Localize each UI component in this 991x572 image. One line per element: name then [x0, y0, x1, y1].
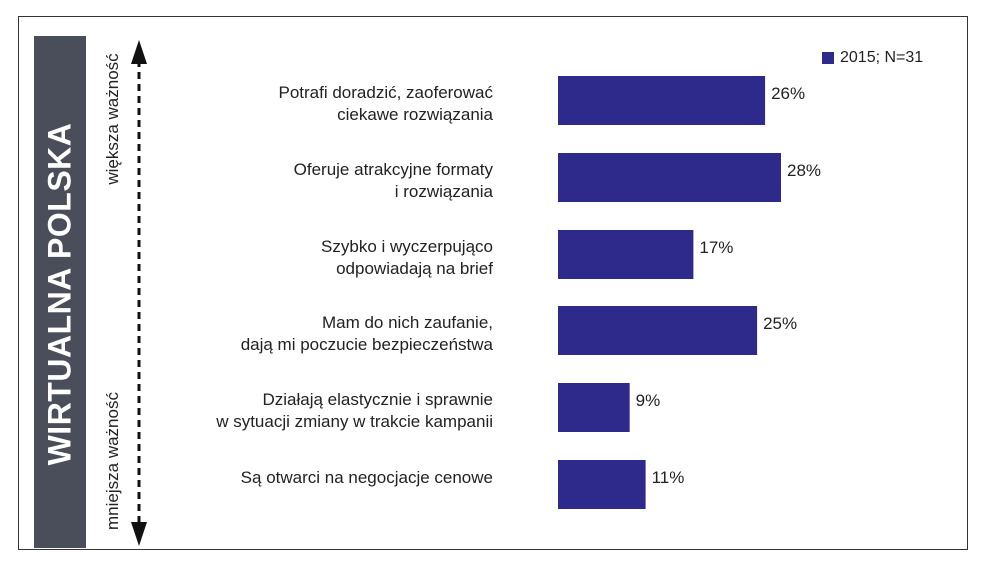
category-label-line: Są otwarci na negocjacje cenowe	[241, 468, 493, 487]
legend: 2015; N=31	[822, 49, 923, 67]
bar-value-label: 25%	[763, 314, 797, 333]
category-label-line: Działają elastycznie i sprawnie	[262, 390, 493, 409]
bar	[558, 306, 758, 355]
category-label: Działają elastycznie i sprawnie w sytuacj…	[215, 390, 493, 431]
category-label-line: w sytuacji zmiany w trakcie kampanii	[215, 412, 493, 431]
arrow-up-icon	[131, 40, 147, 64]
bar-value-label: 17%	[699, 238, 733, 257]
importance-axis-arrow	[131, 40, 147, 546]
bar	[558, 383, 630, 432]
legend-label: 2015; N=31	[840, 49, 924, 66]
category-label-line: dają mi poczucie bezpieczeństwa	[241, 335, 494, 354]
bar-value-label: 26%	[771, 84, 805, 103]
chart-frame	[18, 16, 968, 550]
category-label-line: i rozwiązania	[395, 182, 494, 201]
arrow-down-icon	[131, 522, 147, 546]
category-label-line: Oferuje atrakcyjne formaty	[294, 160, 494, 179]
bar-value-label: 11%	[652, 468, 685, 487]
category-label: Oferuje atrakcyjne formaty i rozwiązania	[294, 160, 494, 201]
category-label-line: ciekawe rozwiązania	[337, 105, 493, 124]
bar-value-label: 9%	[636, 391, 661, 410]
legend-swatch	[822, 52, 834, 64]
bar	[558, 76, 766, 125]
bar	[558, 230, 694, 279]
bar	[558, 460, 646, 509]
category-label: Potrafi doradzić, zaoferować ciekawe rozw…	[279, 83, 494, 124]
bar-value-label: 28%	[787, 161, 821, 180]
category-label: Szybko i wyczerpująco odpowiadają na brie…	[321, 237, 493, 278]
category-label-line: Mam do nich zaufanie,	[322, 313, 493, 332]
category-label-line: Szybko i wyczerpująco	[321, 237, 493, 256]
category-label-line: Potrafi doradzić, zaoferować	[279, 83, 494, 102]
side-panel	[34, 36, 86, 548]
bar	[558, 153, 781, 202]
category-label-line: odpowiadają na brief	[336, 259, 493, 278]
category-label: Mam do nich zaufanie, dają mi poczucie be…	[241, 313, 494, 354]
category-label: Są otwarci na negocjacje cenowe	[241, 468, 493, 487]
